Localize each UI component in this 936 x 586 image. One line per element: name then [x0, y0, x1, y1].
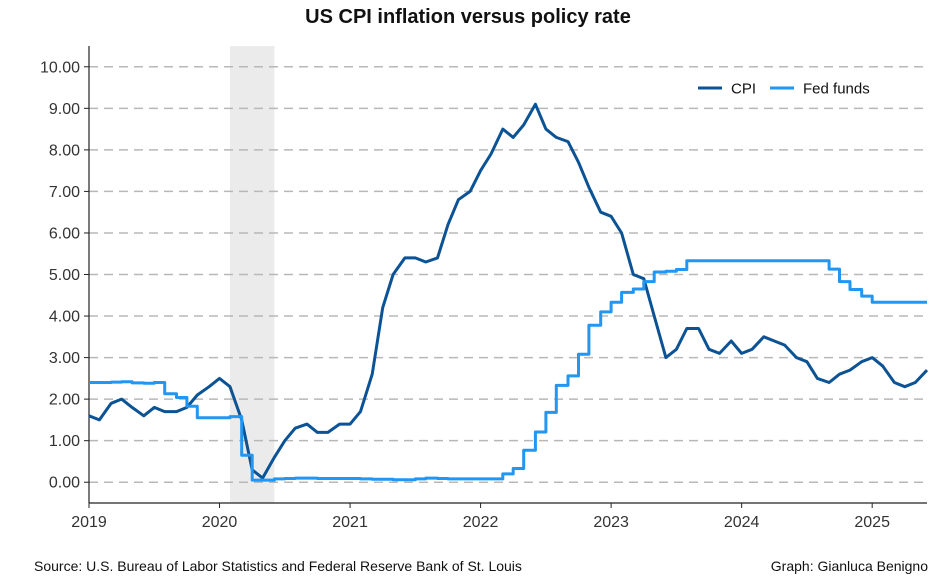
legend: CPI Fed funds	[698, 81, 870, 98]
gridlines-layer	[89, 66, 927, 483]
y-tick-label: 0.00	[49, 475, 80, 492]
recession-shading-layer	[229, 46, 275, 503]
legend-label-cpi: CPI	[731, 81, 756, 98]
y-tick-label: 4.00	[49, 309, 80, 326]
credit-note: Graph: Gianluca Benigno	[770, 558, 928, 574]
y-tick-label: 3.00	[49, 350, 80, 367]
x-tick-label: 2024	[724, 514, 760, 531]
x-tick-label: 2025	[854, 514, 890, 531]
y-tick-label: 8.00	[49, 142, 80, 159]
series-line-cpi	[88, 102, 929, 480]
y-tick-label: 5.00	[49, 267, 80, 284]
y-tick-label: 2.00	[49, 392, 80, 409]
x-tick-label: 2023	[593, 514, 629, 531]
y-tick-label: 7.00	[49, 184, 80, 201]
y-tick-label: 1.00	[49, 433, 80, 450]
x-tick-label: 2020	[202, 514, 238, 531]
x-tick-label: 2019	[71, 514, 107, 531]
y-tick-label: 10.00	[40, 59, 80, 76]
series-line-fed-funds	[89, 259, 927, 482]
x-tick-label: 2022	[463, 514, 499, 531]
series-layer	[88, 102, 929, 482]
y-tick-label: 9.00	[49, 101, 80, 118]
source-note: Source: U.S. Bureau of Labor Statistics …	[34, 558, 522, 574]
y-tick-label: 6.00	[49, 225, 80, 242]
axes-layer: 0.00 1.00 2.00 3.00 4.00 5.00 6.00 7.00 8.00 9.00…	[40, 46, 927, 531]
chart-title: US CPI inflation versus policy rate	[305, 6, 631, 28]
x-tick-label: 2021	[332, 514, 368, 531]
legend-label-fed-funds: Fed funds	[803, 81, 870, 98]
recession-shading	[229, 46, 275, 503]
